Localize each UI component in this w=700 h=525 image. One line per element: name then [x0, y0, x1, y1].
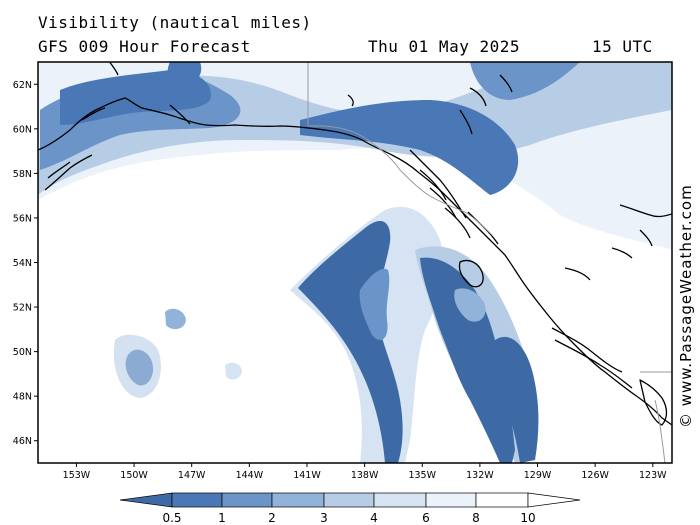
legend-label: 3	[320, 511, 328, 525]
visibility-cloud-yukon	[167, 62, 202, 88]
legend-bin-8-10	[475, 492, 529, 508]
visibility-cloud-northeast	[470, 62, 580, 100]
legend-label: 2	[268, 511, 276, 525]
visibility-legend: 0.5 1 2 3 4 6 8 10	[119, 492, 581, 525]
visibility-fog-coast-patch	[454, 288, 486, 322]
legend-label: 4	[370, 511, 378, 525]
visibility-fog-east	[420, 257, 515, 463]
legend-bin-1-2	[221, 492, 273, 508]
lat-tick-label: 46N	[13, 436, 32, 447]
legend-label: 8	[472, 511, 480, 525]
legend-bin-2-3	[271, 492, 325, 508]
forecast-time: 15 UTC	[592, 37, 653, 56]
forecast-model: GFS 009 Hour Forecast	[38, 37, 251, 56]
lat-tick-label: 60N	[13, 124, 32, 135]
map-title: Visibility (nautical miles)	[38, 13, 312, 32]
lat-tick-label: 56N	[13, 213, 32, 224]
lon-tick-label: 147W	[178, 470, 206, 481]
visibility-fog-patch-mid2	[225, 362, 242, 380]
lon-tick-label: 144W	[236, 470, 264, 481]
coastline	[38, 62, 672, 426]
lon-tick-label: 153W	[63, 470, 91, 481]
lat-tick-label: 58N	[13, 169, 32, 180]
lon-tick-label: 135W	[408, 470, 436, 481]
lon-tick-label: 141W	[293, 470, 321, 481]
lat-tick-label: 54N	[13, 258, 32, 269]
lon-tick-label: 123W	[639, 470, 667, 481]
lon-tick-label: 126W	[581, 470, 609, 481]
visibility-cloud-alaska-coast	[300, 100, 519, 195]
legend-bin-gt-10	[527, 492, 581, 508]
visibility-fog-central-lighter	[359, 268, 390, 340]
lat-tick-label: 52N	[13, 303, 32, 314]
legend-bin-0-5-1	[171, 492, 223, 508]
credit-watermark: © www.PassageWeather.com	[677, 184, 695, 428]
political-border	[307, 62, 672, 463]
legend-bin-3-4	[323, 492, 375, 508]
legend-bin-lt-0-5	[119, 492, 173, 508]
lat-tick-label: 50N	[13, 347, 32, 358]
lat-tick-label: 62N	[13, 80, 32, 91]
legend-label: 1	[218, 511, 226, 525]
lon-tick-label: 138W	[351, 470, 379, 481]
lon-tick-label: 132W	[466, 470, 494, 481]
lat-tick-label: 48N	[13, 392, 32, 403]
visibility-fog-southeast	[492, 336, 539, 463]
longitude-ticks: 153W 150W 147W 144W 141W 138W 135W 132W 129W 126W…	[63, 463, 667, 481]
forecast-date: Thu 01 May 2025	[368, 37, 520, 56]
visibility-fog-patch-west-halo	[113, 334, 161, 398]
legend-bin-6-8	[425, 492, 477, 508]
latitude-ticks: 62N 60N 58N 56N 54N 52N 50N 48N 46N	[13, 80, 38, 447]
legend-label: 6	[422, 511, 430, 525]
visibility-fog-patch-mid	[165, 308, 186, 330]
legend-label: 0.5	[162, 511, 181, 525]
legend-label: 10	[520, 511, 535, 525]
legend-bin-4-6	[373, 492, 427, 508]
lon-tick-label: 150W	[120, 470, 148, 481]
lon-tick-label: 129W	[524, 470, 552, 481]
